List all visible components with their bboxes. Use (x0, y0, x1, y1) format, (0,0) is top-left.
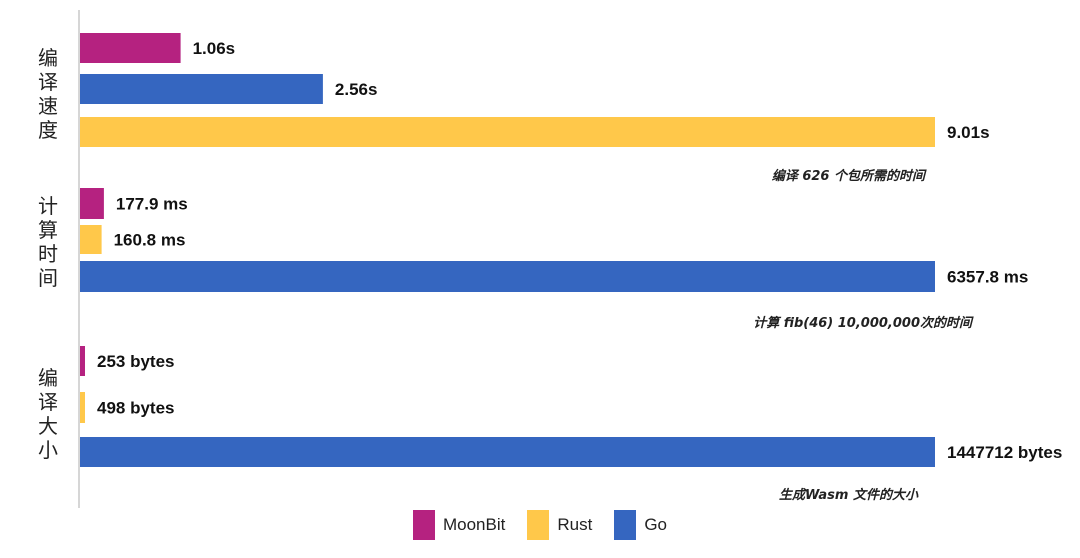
legend-swatch-moonbit (412, 510, 435, 540)
data-label-panel1-rust: 9.01s (947, 123, 990, 142)
panel-note-2: 计算 fib(46) 10,000,000次的时间 (753, 315, 974, 331)
bar-panel1-rust (80, 117, 935, 147)
data-label-panel2-moonbit: 177.9 ms (116, 195, 188, 214)
bar-panel3-rust (80, 392, 85, 423)
data-label-panel2-go: 6357.8 ms (947, 268, 1028, 287)
panel-title-compute-time: 计算时间 (38, 194, 58, 290)
legend-swatch-go (614, 510, 637, 540)
data-label-panel2-rust: 160.8 ms (114, 231, 186, 250)
bar-panel1-go (80, 74, 323, 104)
panel-note-1: 编译 626 个包所需的时间 (772, 168, 927, 184)
bar-panel3-go (80, 437, 935, 467)
bar-panel2-rust (80, 225, 102, 254)
panel-title-compile-size: 编译大小 (38, 366, 58, 462)
panel-title-compile-speed: 编译速度 (38, 46, 58, 142)
legend-label-moonbit: MoonBit (442, 515, 506, 534)
panel-note-3: 生成Wasm 文件的大小 (779, 487, 919, 503)
data-label-panel1-moonbit: 1.06s (193, 39, 236, 58)
legend-label-rust: Rust (557, 515, 593, 534)
legend-item-go: Go (614, 510, 667, 540)
data-label-panel3-go: 1447712 bytes (947, 443, 1062, 462)
legend-item-moonbit: MoonBit (412, 510, 506, 540)
legend-swatch-rust (527, 510, 550, 540)
data-label-panel3-moonbit: 253 bytes (97, 352, 175, 371)
legend-label-go: Go (644, 515, 668, 534)
legend-item-rust: Rust (527, 510, 592, 540)
bars-layer: 1.06s 2.56s 9.01s 编译 626 个包所需的时间 177.9 ms 160… (80, 33, 1062, 503)
data-label-panel3-rust: 498 bytes (97, 399, 175, 418)
bar-panel1-moonbit (80, 33, 181, 63)
bar-panel2-go (80, 261, 935, 292)
legend: MoonBit Rust Go (0, 510, 1080, 540)
bar-panel3-moonbit (80, 346, 85, 376)
data-label-panel1-go: 2.56s (335, 80, 378, 99)
bar-panel2-moonbit (80, 188, 104, 219)
